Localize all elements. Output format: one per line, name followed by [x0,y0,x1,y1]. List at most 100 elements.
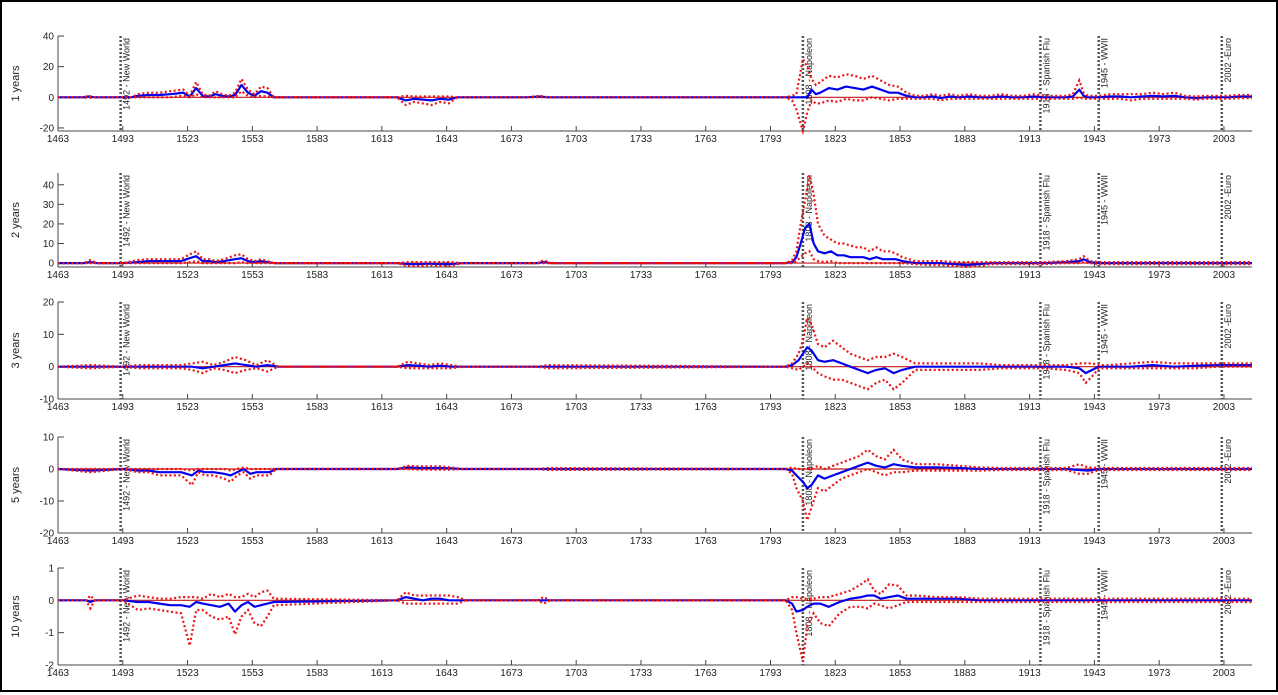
x-tick-label: 1943 [1083,134,1106,145]
series-lower-band-line [57,467,1252,525]
x-tick-label: 1463 [47,270,70,281]
x-tick-label: 1613 [371,270,394,281]
x-tick-label: 1973 [1148,402,1171,413]
event-label: 2002 -Euro [1223,570,1233,615]
x-tick-label: 1913 [1018,402,1041,413]
x-tick-label: 1643 [436,536,459,547]
x-tick-label: 2003 [1213,402,1236,413]
x-tick-label: 1523 [176,536,199,547]
x-tick-label: 2003 [1213,668,1236,679]
x-tick-label: 1913 [1018,668,1041,679]
y-tick-label: 0 [48,465,54,476]
x-tick-label: 1703 [565,270,588,281]
y-tick-label: 40 [43,180,55,191]
x-tick-label: 1883 [954,270,977,281]
x-tick-label: 1643 [436,402,459,413]
event-label: 1945 - WWII [1100,570,1110,620]
x-tick-label: 1673 [500,402,523,413]
x-tick-label: 1883 [954,402,977,413]
event-label: 1808 - Napoleon [804,175,814,242]
event-label: 2002 -Euro [1223,175,1233,220]
y-tick-label: 30 [43,200,55,211]
y-tick-label: -1 [45,628,54,639]
x-tick-label: 1493 [112,270,135,281]
event-label: 1808 - Napoleon [804,570,814,637]
series-upper-band-line [58,577,1252,602]
series-upper-band-line [58,448,1252,472]
y-axis-label: 1 years [10,65,22,102]
x-tick-label: 1613 [371,536,394,547]
x-tick-label: 1523 [176,402,199,413]
x-tick-label: 1763 [695,134,718,145]
panel-4: -20 -10 0 10 1463 1493 1523 1553 1583 1613 1643 167… [10,433,1252,547]
x-tick-label: 1583 [306,134,329,145]
x-tick-label: 2003 [1213,270,1236,281]
x-tick-label: 1493 [112,536,135,547]
x-tick-label: 1913 [1018,536,1041,547]
series-upper-band-line [57,315,1252,368]
x-tick-label: 1583 [306,668,329,679]
x-tick-label: 1643 [436,668,459,679]
x-tick-label: 1793 [759,536,782,547]
x-tick-label: 1763 [695,402,718,413]
x-tick-label: 1943 [1083,402,1106,413]
x-tick-label: 1823 [824,134,847,145]
x-tick-label: 1493 [112,402,135,413]
x-tick-label: 1673 [500,134,523,145]
series-upper-band-line [58,174,1252,265]
x-tick-label: 1883 [954,668,977,679]
x-tick-label: 1973 [1148,270,1171,281]
x-tick-label: 1973 [1148,536,1171,547]
x-tick-label: 1673 [500,668,523,679]
y-tick-label: 20 [43,219,55,230]
event-label: 1492 - New World [122,175,132,247]
x-tick-label: 1733 [630,270,653,281]
series-estimate-line [58,83,1252,102]
event-label: 1808 - Napoleon [804,439,814,506]
y-tick-label: -20 [40,123,55,134]
y-tick-label: 0 [48,259,54,270]
x-tick-label: 1943 [1083,668,1106,679]
y-tick-label: -2 [45,661,54,672]
y-axis-label: 10 years [10,595,22,638]
x-tick-label: 1733 [630,536,653,547]
event-label: 1945 - WWII [1100,304,1110,354]
y-axis-label: 2 years [10,201,22,238]
x-tick-label: 1703 [565,536,588,547]
x-tick-label: 1823 [824,270,847,281]
x-tick-label: 1733 [630,134,653,145]
x-tick-label: 1553 [241,668,264,679]
event-label: 1918 - Spanish Flu [1041,439,1051,515]
x-tick-label: 1703 [565,402,588,413]
x-tick-label: 1583 [306,270,329,281]
x-tick-label: 1613 [371,668,394,679]
event-label: 1918 - Spanish Flu [1041,38,1051,114]
y-axis-label: 3 years [10,332,22,369]
event-label: 2002 -Euro [1223,304,1233,349]
y-tick-label: 1 [48,564,54,575]
event-label: 1492 - New World [122,304,132,376]
y-tick-label: -20 [40,529,55,540]
x-tick-label: 1523 [176,668,199,679]
x-tick-label: 1943 [1083,270,1106,281]
y-tick-label: 0 [48,93,54,104]
x-tick-label: 1493 [112,668,135,679]
event-label: 1918 - Spanish Flu [1041,570,1051,646]
event-label: 2002 -Euro [1223,439,1233,484]
x-tick-label: 1883 [954,134,977,145]
panel-5: -2 -1 0 1 1463 1493 1523 1553 1583 1613 1643 1673 17… [10,564,1252,679]
x-tick-label: 1493 [112,134,135,145]
x-tick-label: 1553 [241,536,264,547]
x-tick-label: 1733 [630,402,653,413]
series-upper-band-line [58,55,1252,99]
y-tick-label: 0 [48,362,54,373]
x-tick-label: 1883 [954,536,977,547]
series-estimate-line [58,222,1252,267]
series-estimate-line [58,594,1252,613]
y-tick-label: 10 [43,433,55,444]
x-tick-label: 1913 [1018,270,1041,281]
event-label: 1918 - Spanish Flu [1041,175,1051,251]
x-tick-label: 1793 [759,134,782,145]
panel-1: -20 0 20 40 1463 1493 1523 1553 1583 1613 1643 1673… [10,32,1252,145]
event-label: 1808 - Napoleon [804,304,814,371]
